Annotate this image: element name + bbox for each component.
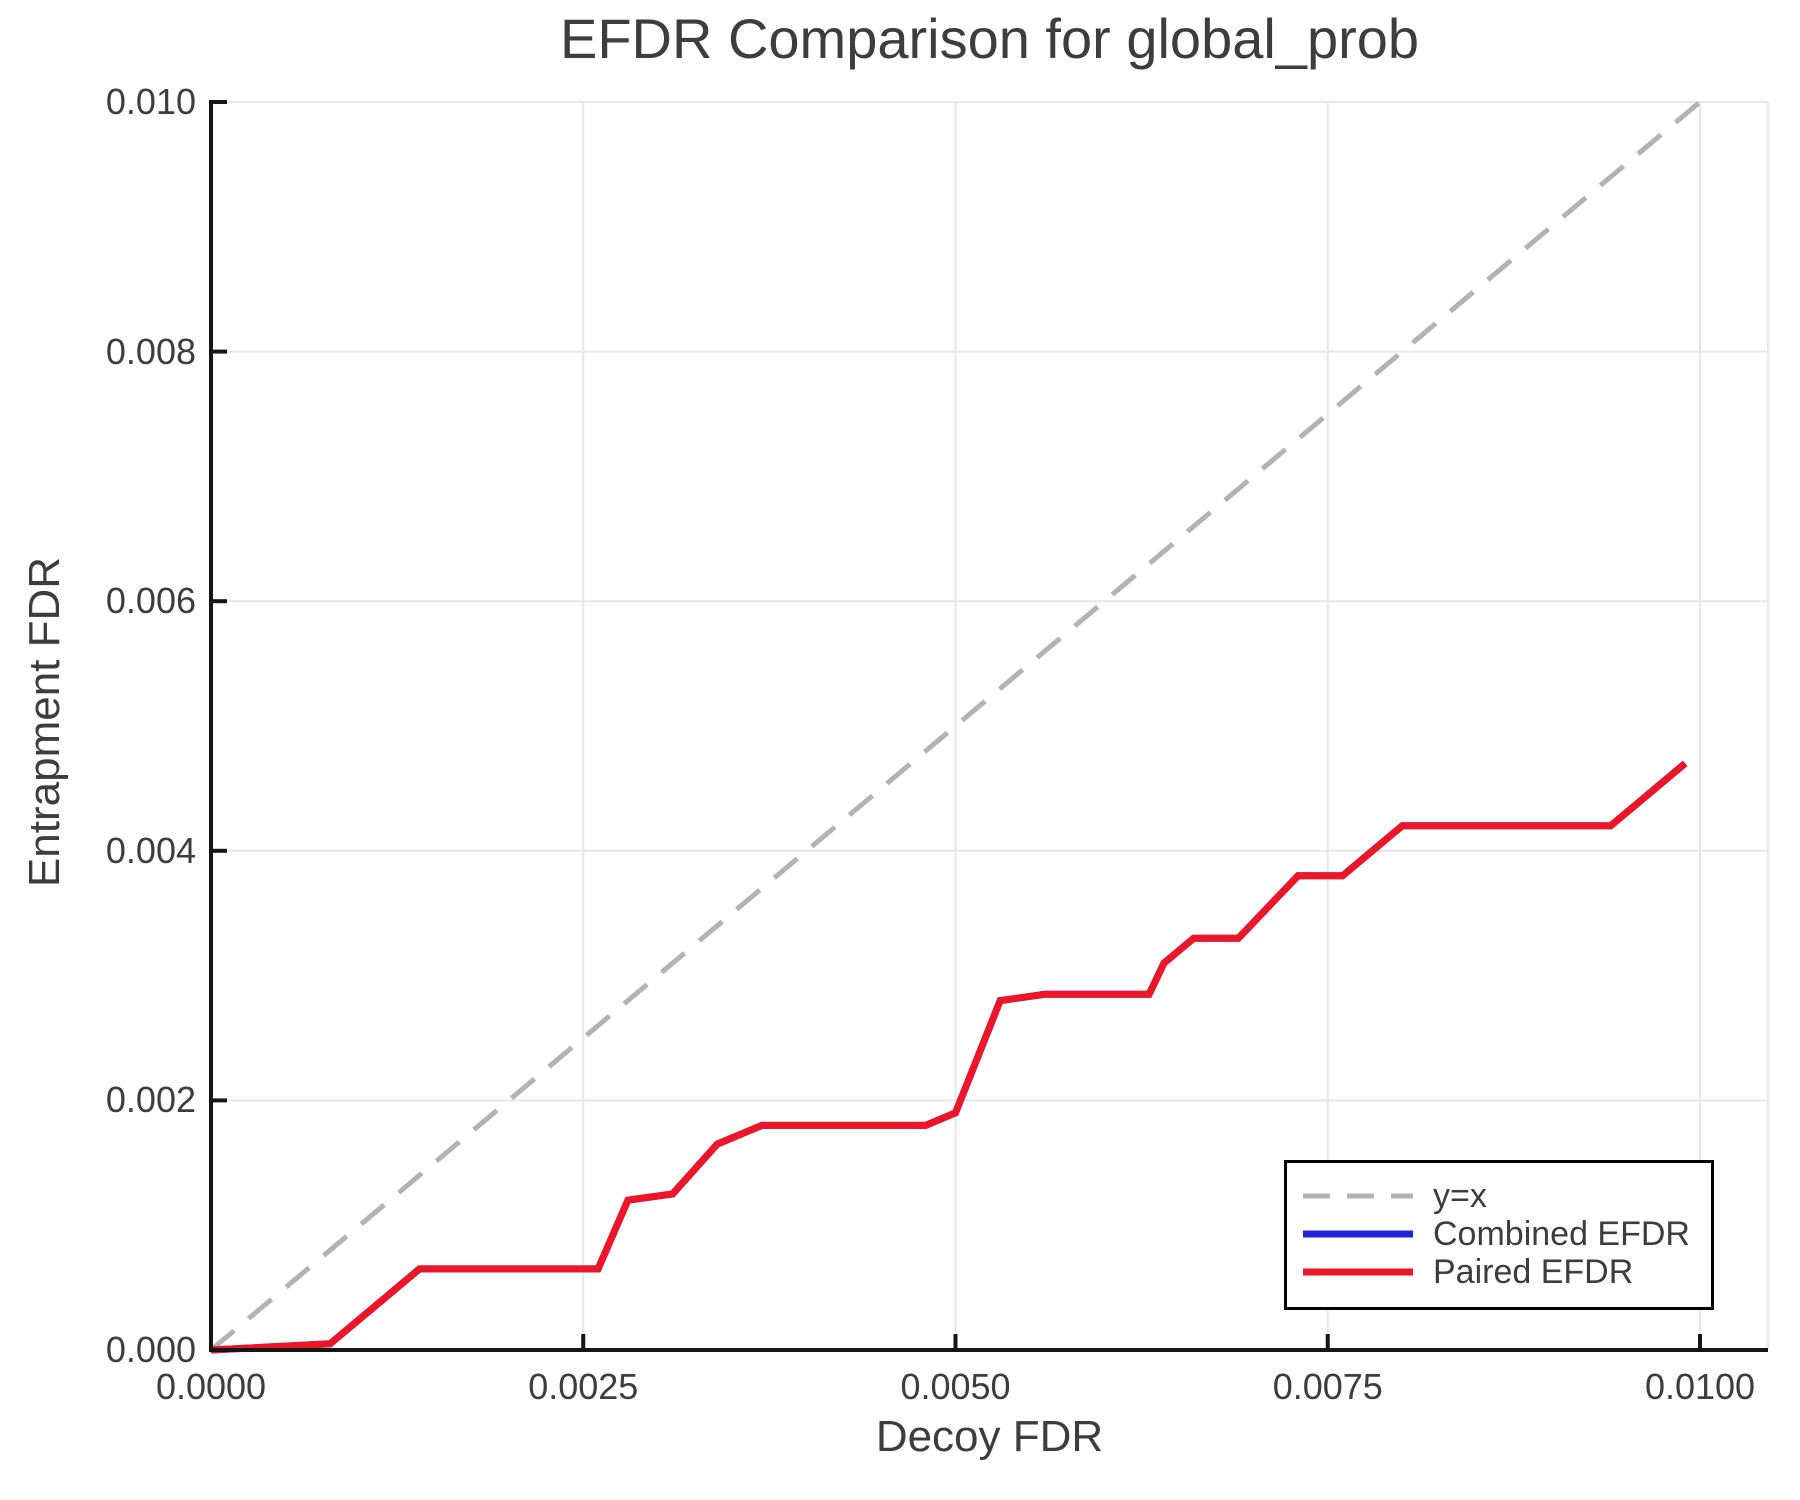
legend-label-combined: Combined EFDR [1433, 1215, 1690, 1253]
y-tick-label: 0.008 [105, 330, 196, 372]
legend-label-identity: y=x [1433, 1177, 1487, 1215]
dashed-line-sample [1303, 1193, 1413, 1199]
combined-line-sample [1303, 1230, 1413, 1238]
y-axis-label: Entrapment FDR [20, 556, 69, 888]
y-tick-label: 0.004 [105, 829, 196, 871]
y-tick-label: 0.000 [105, 1329, 196, 1370]
y-tick-label: 0.006 [105, 580, 196, 622]
y-tick-label: 0.002 [105, 1079, 196, 1121]
x-tick-label: 0.0075 [1272, 1366, 1383, 1407]
chart-title: EFDR Comparison for global_prob [559, 7, 1420, 70]
x-axis-label: Decoy FDR [875, 1412, 1104, 1461]
legend-label-paired: Paired EFDR [1433, 1253, 1634, 1291]
paired-line-sample [1303, 1268, 1413, 1276]
x-tick-label: 0.0100 [1644, 1366, 1756, 1407]
legend-row-identity: y=x [1287, 1177, 1711, 1215]
x-tick-label: 0.0000 [155, 1366, 267, 1407]
legend-row-combined: Combined EFDR [1287, 1215, 1711, 1253]
identity-line [209, 100, 1702, 1352]
legend-row-paired: Paired EFDR [1287, 1253, 1711, 1291]
legend-box: y=x Combined EFDR Paired EFDR [1284, 1160, 1714, 1310]
y-tick-label: 0.010 [105, 81, 196, 122]
x-tick-label: 0.0025 [528, 1366, 639, 1407]
x-tick-label: 0.0050 [900, 1366, 1011, 1407]
paired-efdr-line [210, 760, 1688, 1354]
